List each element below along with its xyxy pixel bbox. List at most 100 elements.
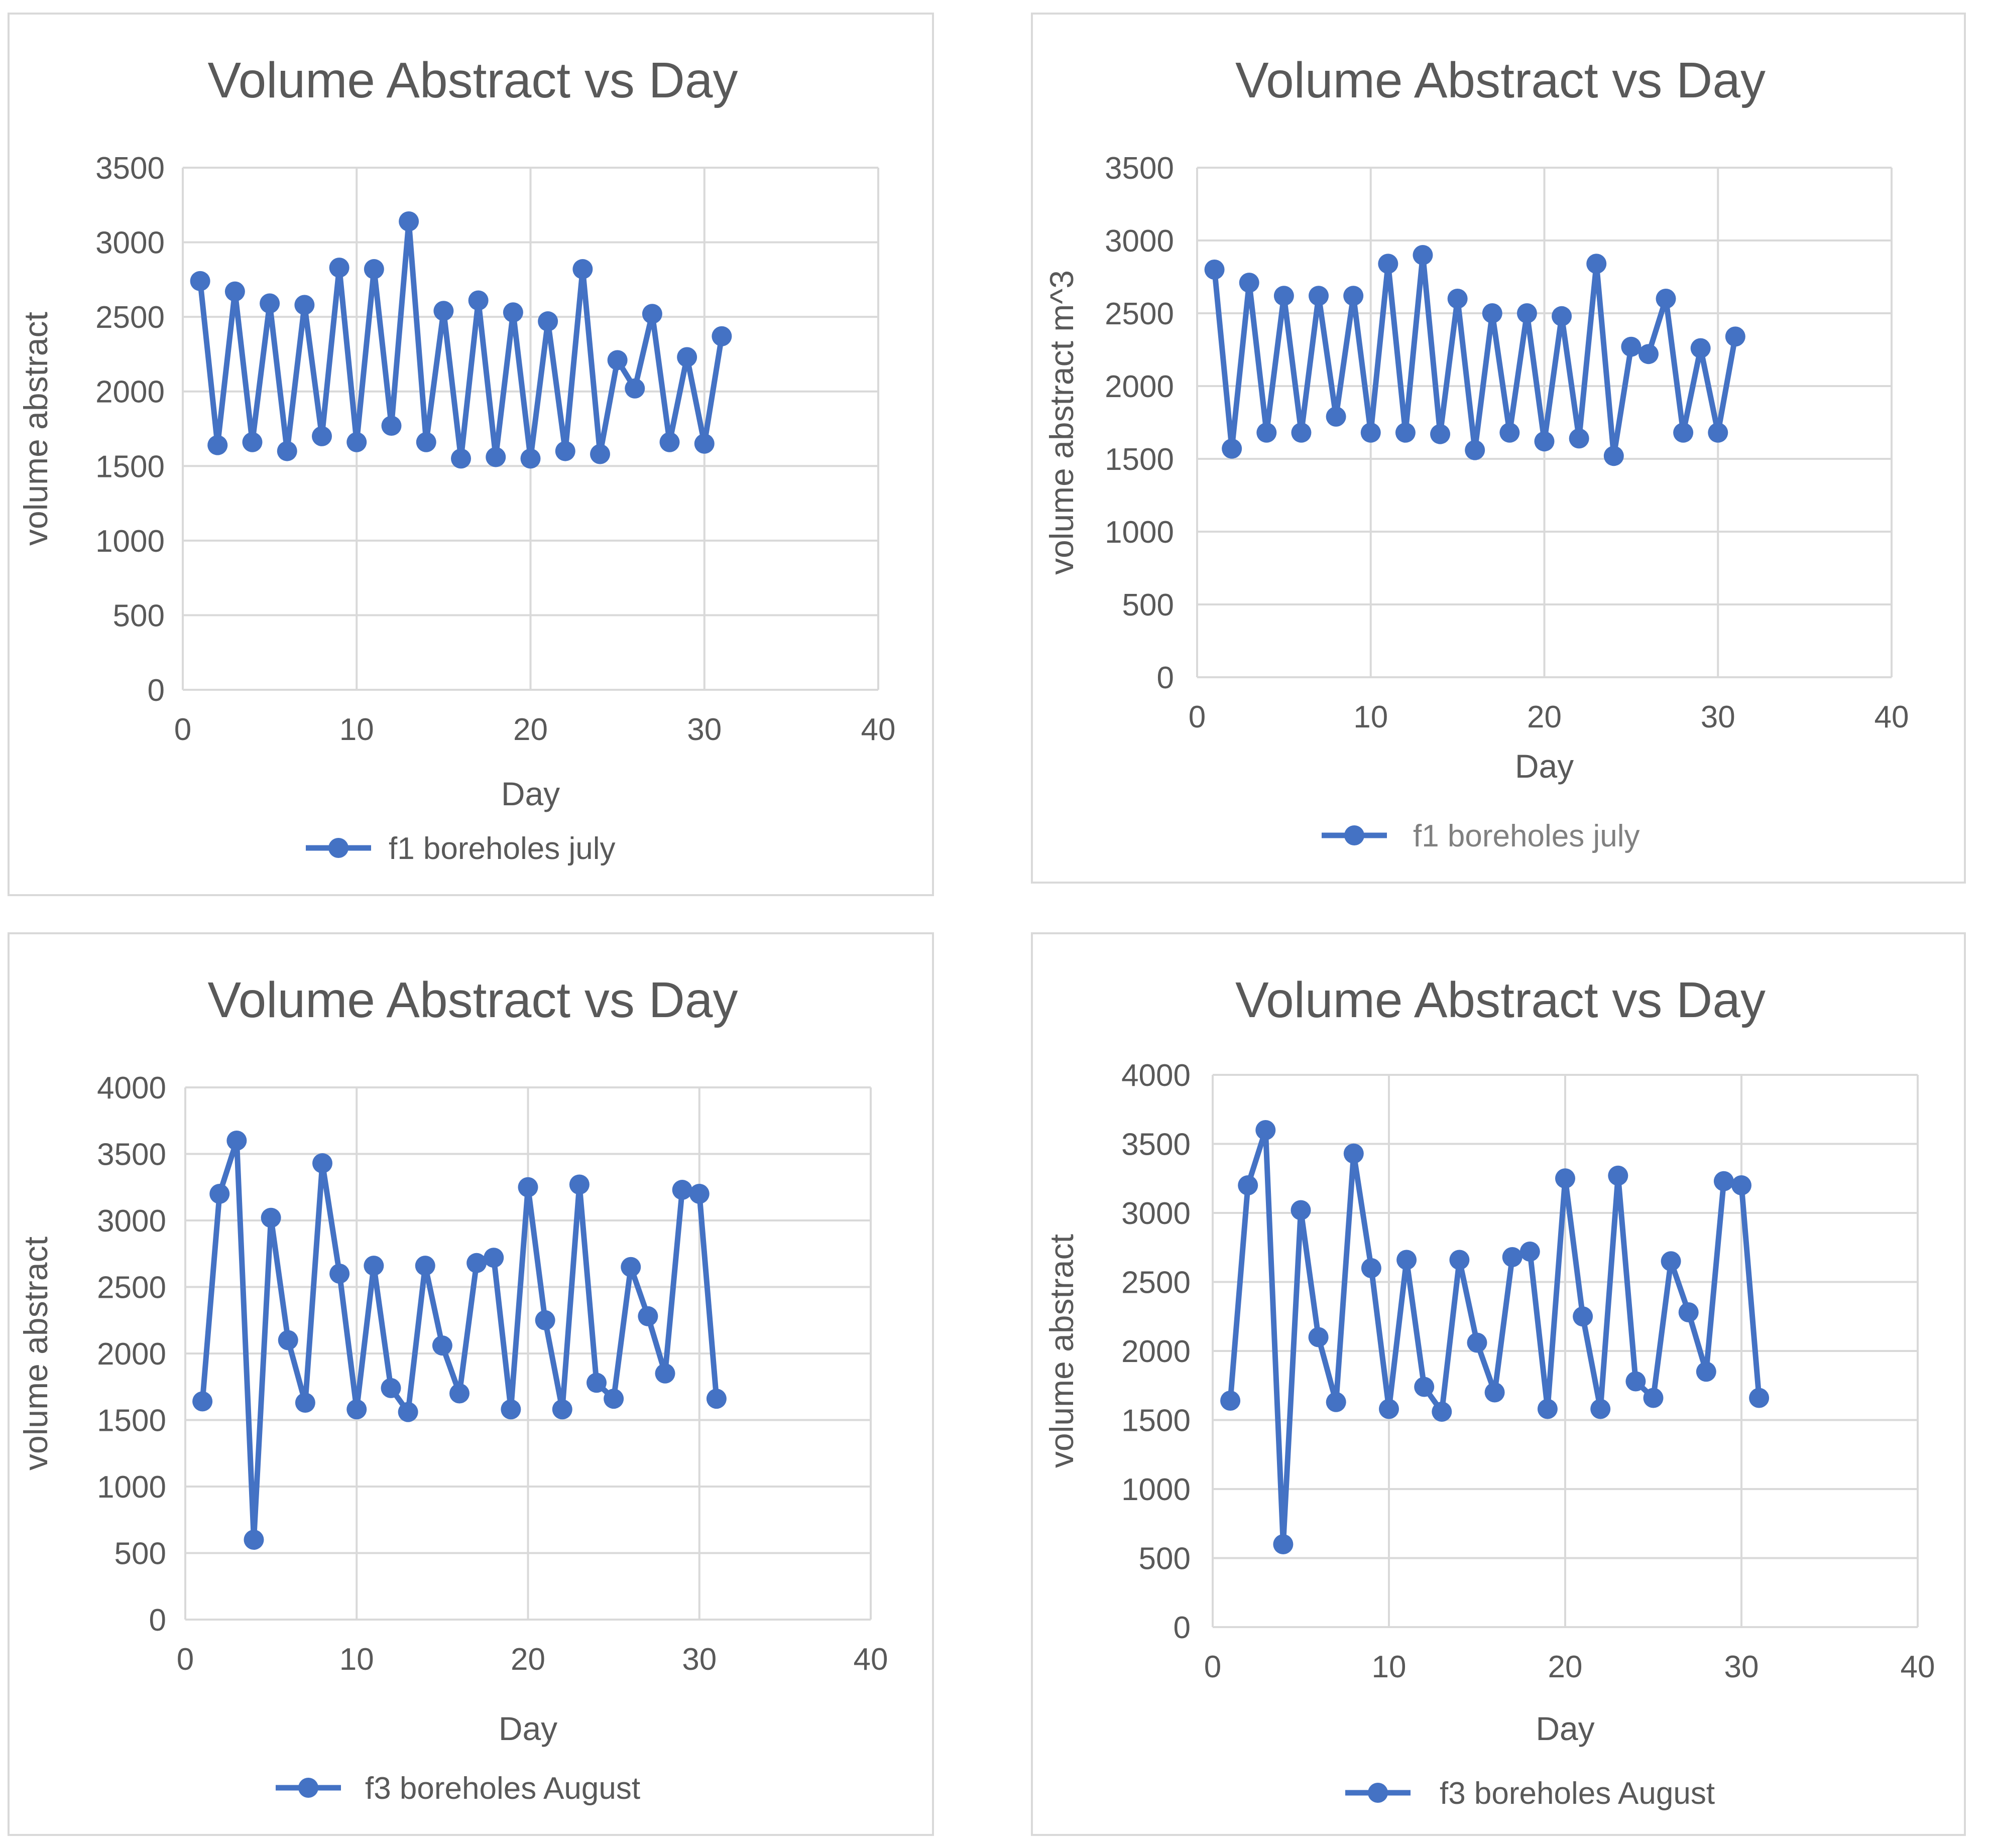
data-point <box>364 1256 384 1276</box>
y-tick-label: 1000 <box>1121 1472 1191 1507</box>
y-tick-label: 3500 <box>1105 151 1174 186</box>
data-point <box>604 1389 624 1409</box>
data-point <box>1603 446 1624 466</box>
data-point <box>1573 1306 1593 1327</box>
data-point <box>242 432 263 452</box>
x-tick-label: 20 <box>511 1642 545 1677</box>
y-tick-label: 2500 <box>95 300 165 335</box>
legend-swatch-marker <box>298 1778 318 1798</box>
data-point <box>346 432 367 452</box>
y-tick-label: 3000 <box>1105 224 1174 259</box>
chart-title: Volume Abstract vs Day <box>1235 52 1766 108</box>
data-point <box>226 1131 247 1151</box>
y-tick-label: 3500 <box>95 151 165 186</box>
data-point <box>1708 422 1728 443</box>
data-point <box>1484 1382 1505 1403</box>
x-tick-label: 10 <box>339 1642 374 1677</box>
legend-label: f1 boreholes july <box>1413 819 1640 853</box>
y-tick-label: 0 <box>148 673 165 708</box>
data-point <box>1239 273 1259 293</box>
data-point <box>1465 440 1485 460</box>
data-point <box>1656 289 1676 309</box>
chart-svg: Volume Abstract vs Day 0 500 1000 1500 2000 25… <box>17 972 888 1806</box>
data-point <box>1502 1247 1522 1267</box>
y-tick-label: 3000 <box>95 226 165 261</box>
data-point <box>1204 260 1225 280</box>
x-axis-label: Day <box>1515 748 1574 785</box>
data-point <box>1308 1327 1329 1347</box>
data-point <box>1731 1175 1751 1195</box>
data-point <box>1255 1120 1276 1140</box>
data-point <box>1291 1200 1311 1220</box>
y-axis-label: volume abstract m^3 <box>1043 270 1080 575</box>
data-point <box>484 1248 504 1268</box>
data-point <box>1673 422 1694 443</box>
y-axis-label: volume abstract <box>1043 1234 1080 1468</box>
data-point <box>1661 1251 1681 1272</box>
data-point <box>712 326 732 346</box>
y-tick-label: 3000 <box>1121 1196 1191 1231</box>
data-point <box>312 1153 332 1174</box>
data-point <box>1725 326 1745 347</box>
y-tick-label: 2000 <box>1105 369 1174 404</box>
data-point <box>1413 245 1433 265</box>
chart-panel-f1-july-a: Volume Abstract vs Day 0 500 1000 1500 2000 25… <box>8 13 934 896</box>
chart-svg: Volume Abstract vs Day 0 500 1000 1500 2000 25… <box>17 52 895 866</box>
data-point <box>1222 438 1242 459</box>
chart-svg: Volume Abstract vs Day 0 500 1000 1500 2000 25… <box>1043 972 1935 1811</box>
x-tick-label: 30 <box>687 712 722 747</box>
y-axis-label: volume abstract <box>17 1237 54 1470</box>
data-point <box>1449 1250 1470 1270</box>
y-axis-label: volume abstract <box>17 312 54 546</box>
data-point <box>607 350 628 371</box>
y-tick-label: 2000 <box>97 1337 166 1372</box>
data-point <box>1569 428 1589 449</box>
chart-title: Volume Abstract vs Day <box>207 972 738 1028</box>
data-point <box>642 304 662 324</box>
x-tick-label: 20 <box>1548 1650 1583 1684</box>
data-point <box>329 1264 350 1284</box>
data-point <box>449 1383 470 1404</box>
data-point <box>1643 1388 1664 1408</box>
data-point <box>1713 1171 1734 1191</box>
data-point <box>278 1330 298 1350</box>
data-point <box>518 1177 538 1197</box>
data-point <box>677 347 697 367</box>
data-point <box>694 433 715 454</box>
chart-svg: Volume Abstract vs Day 0 500 1000 1500 2000 25… <box>1043 52 1909 853</box>
x-tick-label: 0 <box>177 1642 194 1677</box>
data-point <box>1238 1175 1258 1195</box>
data-point <box>1516 303 1537 323</box>
y-tick-label: 1000 <box>95 524 165 559</box>
data-point <box>1256 422 1277 443</box>
data-point <box>535 1310 555 1330</box>
data-point <box>503 302 523 323</box>
legend-swatch-marker <box>328 838 348 858</box>
y-tick-label: 2500 <box>1121 1266 1191 1300</box>
data-point <box>689 1184 710 1204</box>
data-point <box>1360 422 1381 443</box>
y-tick-label: 1000 <box>97 1470 166 1505</box>
legend-label: f3 boreholes August <box>365 1771 640 1806</box>
x-tick-label: 40 <box>1901 1650 1935 1684</box>
chart-title: Volume Abstract vs Day <box>1235 972 1766 1028</box>
y-tick-label: 0 <box>1174 1611 1191 1645</box>
y-tick-label: 2000 <box>1121 1334 1191 1369</box>
data-point <box>329 258 349 278</box>
data-point <box>244 1530 264 1550</box>
x-axis-label: Day <box>501 775 560 812</box>
data-point <box>486 447 506 467</box>
data-point <box>552 1399 572 1420</box>
data-point <box>659 432 680 452</box>
series-line <box>197 218 725 461</box>
legend-label: f3 boreholes August <box>1440 1776 1715 1811</box>
y-tick-label: 2500 <box>97 1271 166 1305</box>
data-point <box>1586 254 1607 274</box>
x-tick-label: 30 <box>682 1642 717 1677</box>
y-tick-label: 4000 <box>97 1071 166 1105</box>
data-point <box>1291 422 1312 443</box>
data-point <box>1343 286 1364 306</box>
data-point <box>501 1399 521 1420</box>
data-point <box>1361 1258 1381 1278</box>
data-point <box>416 432 436 452</box>
